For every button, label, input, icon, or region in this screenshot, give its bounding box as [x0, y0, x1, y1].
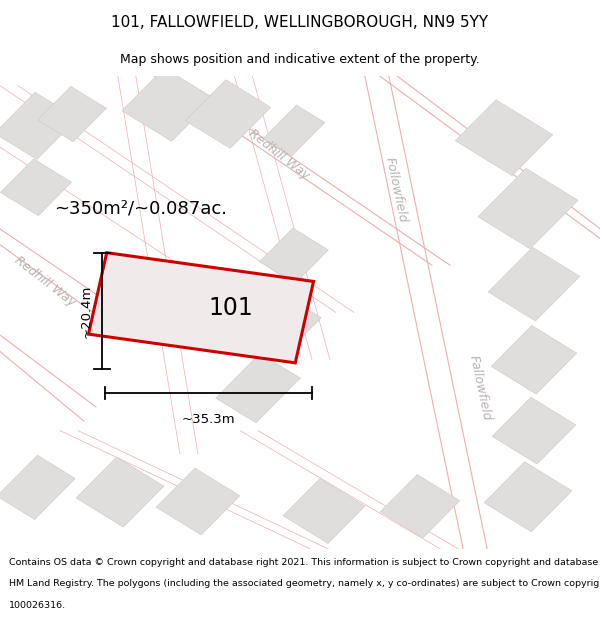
- Polygon shape: [156, 468, 240, 535]
- Text: ~35.3m: ~35.3m: [182, 412, 235, 426]
- Text: Redhill Way: Redhill Way: [12, 254, 78, 309]
- Polygon shape: [283, 479, 365, 543]
- Polygon shape: [88, 253, 314, 363]
- Polygon shape: [216, 353, 300, 422]
- Polygon shape: [491, 326, 577, 394]
- Polygon shape: [484, 462, 572, 532]
- Text: 101: 101: [209, 296, 253, 320]
- Polygon shape: [488, 248, 580, 321]
- Text: Followfield: Followfield: [383, 156, 409, 224]
- Text: HM Land Registry. The polygons (including the associated geometry, namely x, y c: HM Land Registry. The polygons (includin…: [9, 579, 600, 588]
- Polygon shape: [263, 105, 325, 156]
- Text: Map shows position and indicative extent of the property.: Map shows position and indicative extent…: [120, 53, 480, 66]
- Polygon shape: [76, 457, 164, 527]
- Polygon shape: [243, 294, 321, 359]
- Polygon shape: [1, 159, 71, 216]
- Polygon shape: [380, 474, 460, 538]
- Polygon shape: [185, 80, 271, 148]
- Text: Fallowfield: Fallowfield: [467, 354, 493, 422]
- Text: ~350m²/~0.087ac.: ~350m²/~0.087ac.: [55, 199, 227, 217]
- Polygon shape: [122, 68, 214, 141]
- Polygon shape: [455, 100, 553, 176]
- Polygon shape: [260, 228, 328, 284]
- Text: ~20.4m: ~20.4m: [79, 284, 92, 338]
- Polygon shape: [38, 86, 106, 142]
- Polygon shape: [0, 455, 75, 519]
- Polygon shape: [492, 398, 576, 464]
- Text: 101, FALLOWFIELD, WELLINGBOROUGH, NN9 5YY: 101, FALLOWFIELD, WELLINGBOROUGH, NN9 5Y…: [112, 15, 488, 30]
- Text: 100026316.: 100026316.: [9, 601, 66, 609]
- Text: Redhill Way: Redhill Way: [246, 126, 312, 182]
- Text: Contains OS data © Crown copyright and database right 2021. This information is : Contains OS data © Crown copyright and d…: [9, 558, 600, 567]
- Polygon shape: [478, 168, 578, 249]
- Polygon shape: [0, 92, 77, 159]
